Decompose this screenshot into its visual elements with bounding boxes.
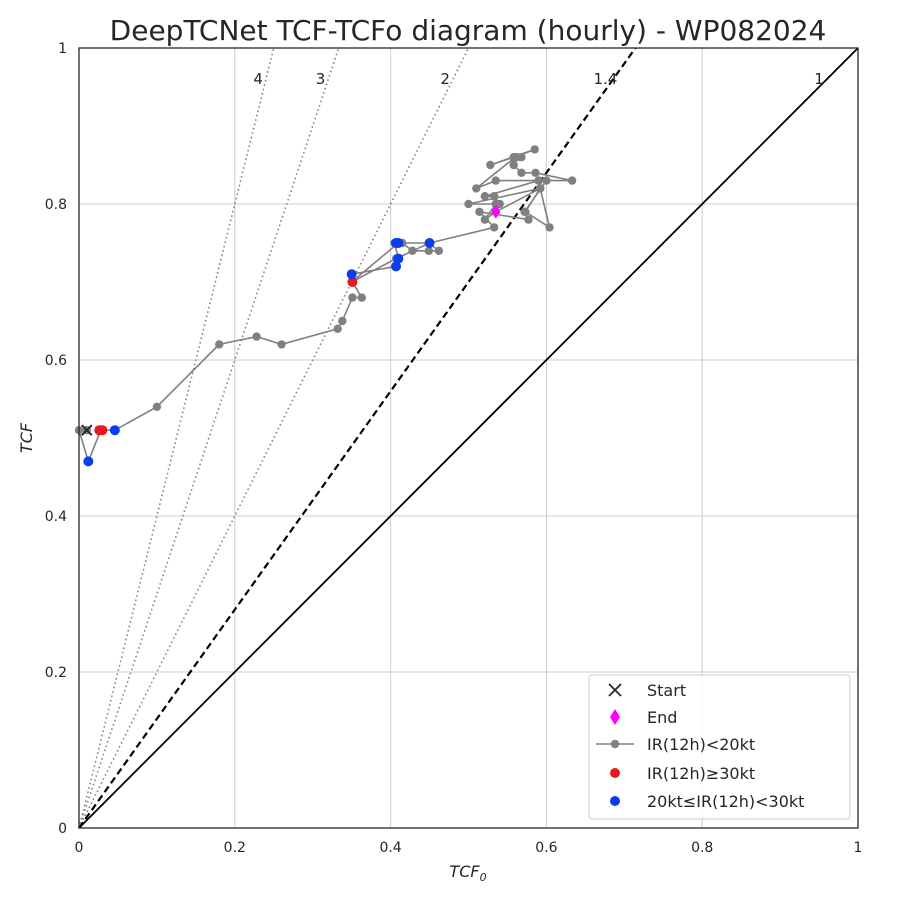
- track-point-6: [215, 340, 224, 349]
- legend-label-1: End: [647, 708, 677, 727]
- red-series: [94, 277, 358, 436]
- track-point-12: [357, 293, 366, 302]
- x-tick-1: 0.2: [224, 840, 246, 856]
- track-point-51: [490, 192, 499, 201]
- x-axis-label: TCF0: [449, 862, 486, 884]
- track-point-27: [490, 223, 499, 232]
- start-end-markers: [81, 204, 501, 436]
- x-tick-4: 0.8: [691, 840, 713, 856]
- track-point-20: [424, 246, 433, 255]
- legend-label-0: Start: [647, 681, 686, 700]
- track-point-32: [567, 176, 577, 185]
- legend-label-3: IR(12h)≥30kt: [647, 764, 755, 783]
- end-marker: [491, 204, 501, 219]
- track-point-29: [524, 215, 533, 224]
- ratio-label-2: 2: [440, 70, 450, 88]
- track-point-19: [408, 246, 417, 255]
- x-tick-0: 0: [75, 840, 84, 856]
- track-point-33: [531, 168, 540, 177]
- track-point-21: [434, 246, 444, 255]
- y-tick-0: 0: [58, 821, 67, 837]
- blue-point-7: [424, 238, 435, 248]
- y-tick-1: 0.2: [45, 665, 67, 681]
- track-series: [74, 145, 577, 466]
- track-point-39: [486, 160, 495, 170]
- y-tick-3: 0.6: [45, 353, 67, 369]
- blue-point-2: [346, 269, 357, 280]
- legend: Start End IR(12h)<20kt IR(12h)≥30kt 20kt≤IR(…: [588, 674, 851, 820]
- ratio-labels: 4 3 2 1.4 1: [253, 70, 823, 88]
- legend-label-2: IR(12h)<20kt: [647, 735, 755, 754]
- track-point-42: [472, 184, 481, 193]
- ratio-label-3: 3: [316, 70, 326, 88]
- legend-label-4: 20kt≤IR(12h)<30kt: [647, 792, 804, 811]
- y-tick-2: 0.4: [45, 509, 67, 525]
- red-point-1: [97, 425, 108, 436]
- blue-point-4: [393, 253, 404, 264]
- track-point-28: [475, 207, 484, 216]
- ratio-label-4: 4: [253, 70, 263, 88]
- track-point-50: [495, 199, 504, 209]
- y-tick-4: 0.8: [45, 197, 67, 213]
- red-point-2: [347, 277, 358, 287]
- track-point-46: [464, 199, 473, 209]
- blue-series: [83, 238, 435, 467]
- x-tick-5: 1: [854, 840, 863, 856]
- x-axis-label-sub: 0: [480, 871, 487, 884]
- track-point-7: [252, 332, 261, 341]
- ratio-label-1.4: 1.4: [593, 70, 617, 88]
- track-point-31: [542, 176, 551, 185]
- plot-frame: [78, 47, 859, 829]
- blue-point-3: [391, 261, 402, 272]
- ratio-label-1: 1: [814, 70, 824, 88]
- track-point-53: [534, 176, 543, 185]
- blue-point-6: [393, 238, 404, 248]
- legend-item-2: IR(12h)<20kt: [596, 735, 755, 754]
- x-tick-3: 0.6: [535, 840, 557, 856]
- track-point-40: [530, 145, 539, 154]
- track-point-37: [517, 153, 526, 162]
- track-point-10: [338, 316, 347, 326]
- track-point-8: [277, 340, 286, 349]
- start-marker: [81, 424, 93, 436]
- track-point-35: [509, 160, 518, 170]
- track-point-34: [517, 168, 526, 177]
- track-point-48: [480, 215, 490, 224]
- track-point-41: [511, 153, 520, 162]
- legend-item-4: 20kt≤IR(12h)<30kt: [610, 792, 804, 811]
- legend-item-3: IR(12h)≥30kt: [610, 764, 755, 783]
- x-tick-2: 0.4: [379, 840, 401, 856]
- legend-item-1: End: [610, 708, 677, 727]
- track-point-52: [480, 192, 490, 201]
- y-tick-5: 1: [58, 41, 67, 57]
- ratio-line-2: [78, 47, 470, 829]
- y-tick-labels: 0 0.2 0.4 0.6 0.8 1: [45, 41, 67, 837]
- ratio-line-1.4: [78, 47, 637, 829]
- track-point-5: [152, 402, 162, 411]
- chart-title: DeepTCNet TCF-TCFo diagram (hourly) - WP…: [110, 14, 827, 47]
- x-tick-labels: 0 0.2 0.4 0.6 0.8 1: [75, 840, 863, 856]
- track-point-43: [491, 176, 500, 185]
- legend-box: [588, 674, 851, 820]
- ratio-lines: [78, 47, 859, 829]
- ratio-line-1: [78, 47, 859, 829]
- blue-point-0: [83, 456, 94, 467]
- track-point-56: [545, 223, 554, 232]
- blue-point-1: [109, 425, 120, 436]
- ratio-line-3: [78, 47, 340, 829]
- track-point-57: [535, 184, 545, 193]
- legend-item-0: Start: [608, 681, 686, 700]
- track-point-11: [348, 293, 357, 302]
- x-axis-label-main: TCF: [449, 862, 480, 881]
- track-point-55: [521, 207, 530, 216]
- ratio-line-4: [78, 47, 275, 829]
- y-axis-label: TCF: [17, 422, 36, 453]
- track-point-9: [333, 324, 342, 333]
